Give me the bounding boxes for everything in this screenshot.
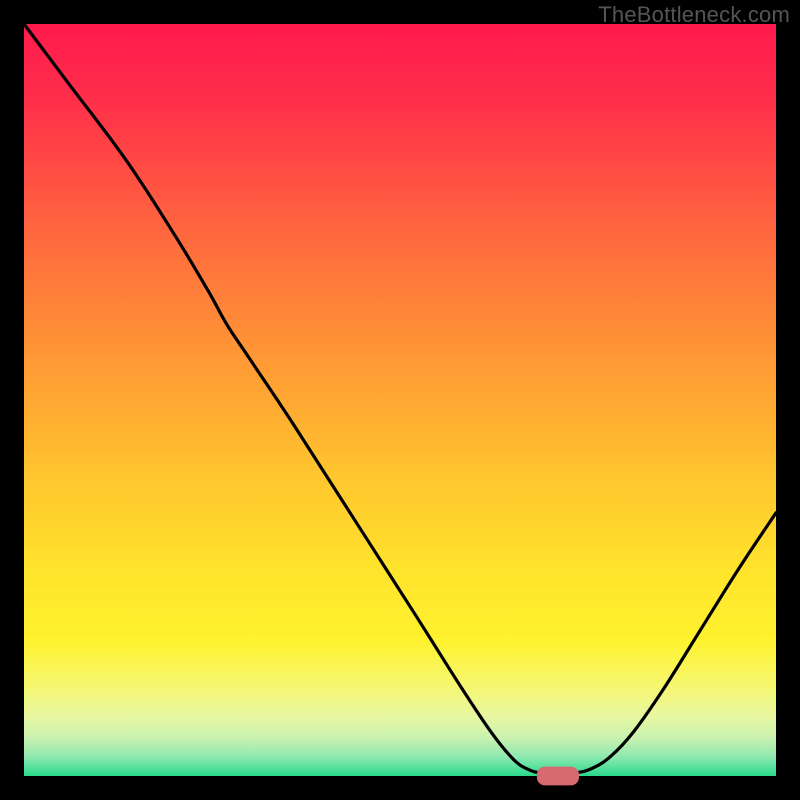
bottleneck-curve-chart bbox=[0, 0, 800, 800]
plot-background-gradient bbox=[24, 24, 776, 776]
optimal-point-marker bbox=[537, 767, 579, 786]
chart-frame: TheBottleneck.com bbox=[0, 0, 800, 800]
watermark-text: TheBottleneck.com bbox=[598, 2, 790, 28]
